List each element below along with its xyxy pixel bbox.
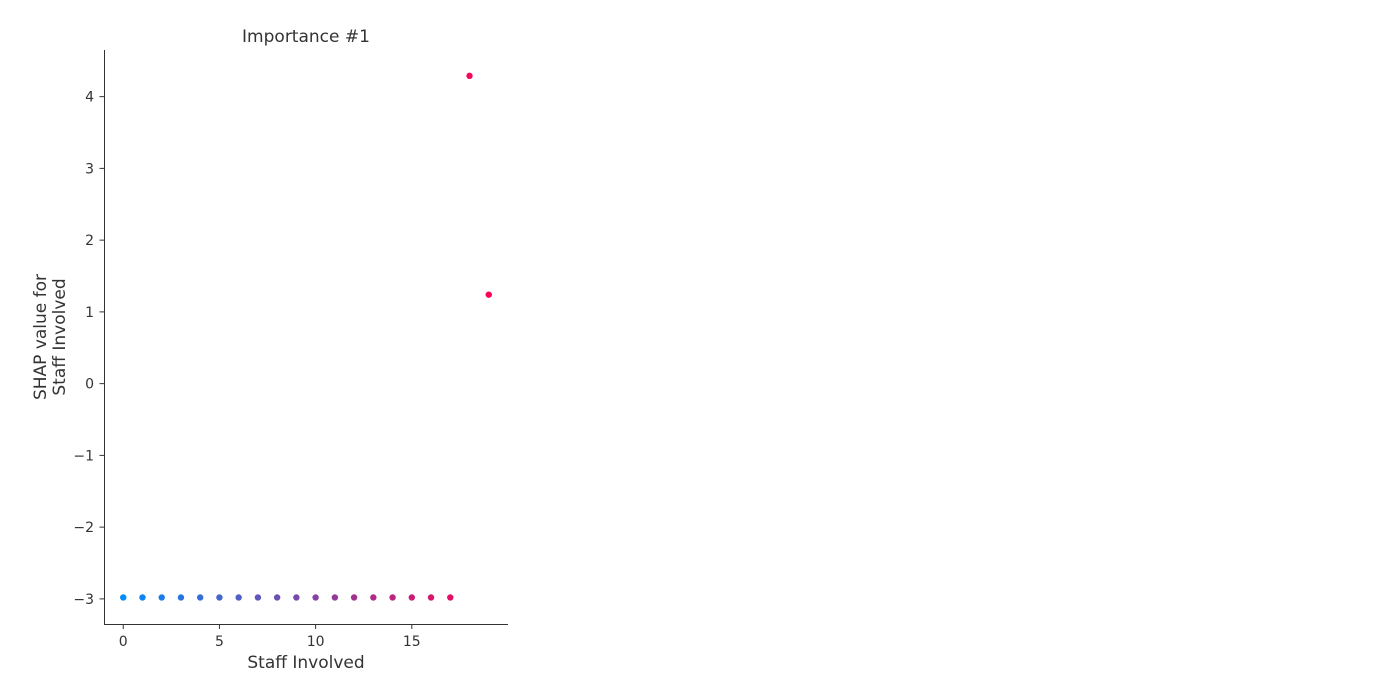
x-axis-title: Staff Involved [247, 653, 364, 673]
data-point [216, 594, 223, 601]
y-axis-title-line-2: Staff Involved [50, 278, 70, 395]
y-tick-label: −2 [73, 520, 94, 536]
y-axis-ticks: −3 −2 −1 0 1 2 3 4 [73, 90, 104, 608]
data-point [466, 72, 473, 80]
data-point [293, 594, 300, 601]
x-tick-label: 5 [215, 634, 224, 650]
data-point [139, 594, 146, 601]
x-tick-label: 10 [307, 634, 325, 650]
data-point [235, 594, 242, 601]
data-point [273, 594, 281, 601]
x-axis-ticks: 0 5 10 15 [119, 624, 421, 650]
y-tick-label: 4 [85, 90, 94, 106]
chart-title: Importance #1 [242, 27, 370, 47]
data-point [158, 594, 165, 601]
data-point [447, 594, 454, 601]
data-point [370, 594, 377, 601]
x-tick-label: 15 [403, 634, 421, 650]
data-point [177, 594, 185, 601]
y-tick-label: 3 [85, 161, 94, 177]
scatter-points [120, 72, 492, 601]
y-tick-label: −1 [73, 448, 94, 464]
data-point [312, 594, 319, 601]
data-point [331, 594, 339, 601]
data-point [196, 594, 204, 601]
y-tick-label: 1 [85, 305, 94, 321]
x-tick-label: 0 [119, 634, 128, 650]
data-point [254, 594, 262, 601]
data-point [350, 594, 358, 601]
y-axis-title-line-1: SHAP value for [31, 274, 51, 400]
y-axis-title: SHAP value for Staff Involved [31, 274, 70, 400]
y-tick-label: 0 [85, 377, 94, 393]
y-tick-label: −3 [73, 592, 94, 608]
data-point [485, 291, 492, 298]
data-point [389, 594, 396, 601]
y-tick-label: 2 [85, 233, 94, 249]
data-point [408, 594, 416, 601]
data-point [427, 594, 435, 601]
data-point [120, 594, 127, 601]
